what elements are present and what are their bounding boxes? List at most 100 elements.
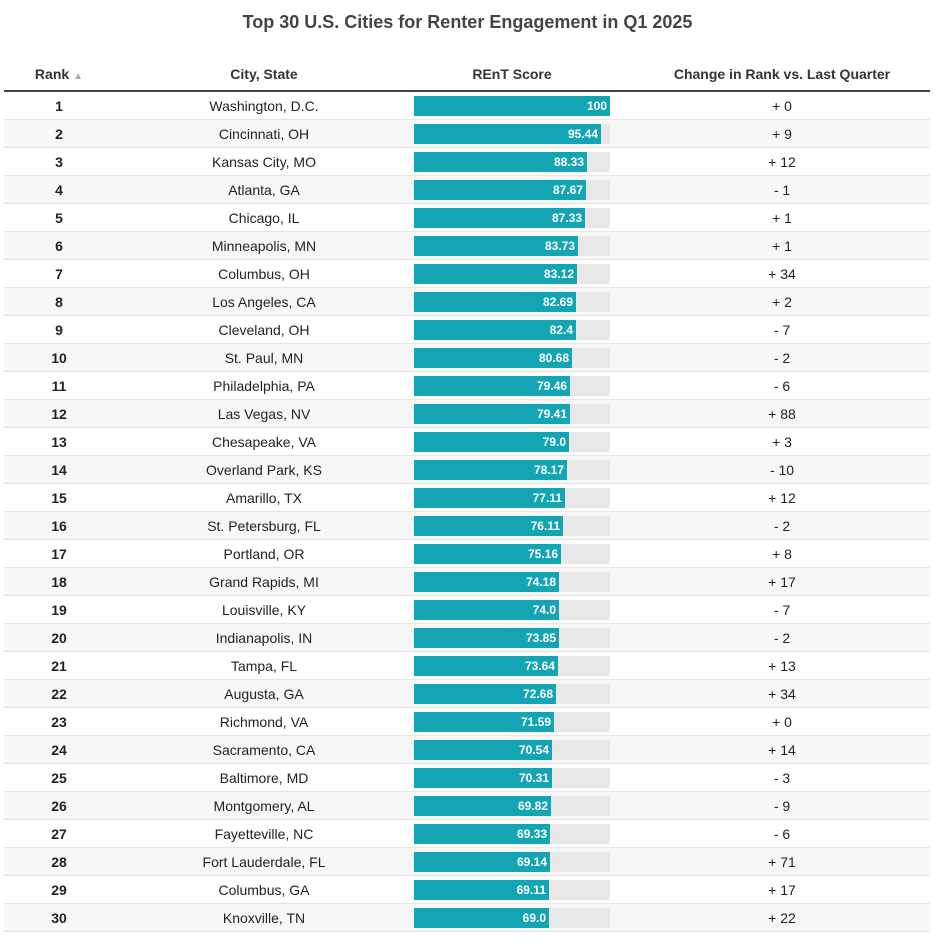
table-row: 2 Cincinnati, OH 95.44 + 9 [4,120,930,148]
header-rank[interactable]: Rank ▲ [4,66,114,82]
header-score[interactable]: REnT Score [472,66,552,82]
rank-change-cell: - 1 [773,182,791,198]
rank-change-cell: + 22 [768,910,796,926]
score-label: 87.33 [551,211,582,225]
score-bar: 75.16 [414,544,561,564]
city-cell: Atlanta, GA [228,182,300,198]
score-label: 80.68 [538,351,569,365]
score-label: 100 [586,99,607,113]
city-cell: Los Angeles, CA [212,294,316,310]
score-bar-track: 74.18 [414,572,610,592]
city-cell: Cleveland, OH [218,322,310,338]
city-cell: Columbus, OH [218,266,310,282]
city-cell: Indianapolis, IN [215,630,313,646]
table-row: 25 Baltimore, MD 70.31 - 3 [4,764,930,792]
rank-cell: 22 [51,686,67,702]
score-bar: 72.68 [414,684,556,704]
score-bar-track: 69.11 [414,880,610,900]
table-row: 12 Las Vegas, NV 79.41 + 88 [4,400,930,428]
header-city[interactable]: City, State [230,66,298,82]
score-bar-track: 87.67 [414,180,610,200]
score-label: 74.18 [525,575,556,589]
table-row: 23 Richmond, VA 71.59 + 0 [4,708,930,736]
table-row: 27 Fayetteville, NC 69.33 - 6 [4,820,930,848]
table-row: 4 Atlanta, GA 87.67 - 1 [4,176,930,204]
rank-cell: 16 [51,518,67,534]
score-bar: 87.33 [414,208,585,228]
score-bar-track: 76.11 [414,516,610,536]
score-label: 73.64 [524,659,555,673]
score-label: 69.14 [516,855,547,869]
score-bar: 74.0 [414,600,559,620]
rank-change-cell: + 13 [768,658,796,674]
rank-cell: 29 [51,882,67,898]
rank-change-cell: + 3 [772,434,792,450]
score-bar: 80.68 [414,348,572,368]
header-rank-label: Rank [34,66,70,82]
table-row: 21 Tampa, FL 73.64 + 13 [4,652,930,680]
score-bar: 70.31 [414,768,552,788]
score-bar: 74.18 [414,572,559,592]
rank-change-cell: + 71 [768,854,796,870]
rank-change-cell: - 6 [773,378,791,394]
rank-change-cell: + 88 [768,406,796,422]
rank-cell: 17 [51,546,67,562]
city-cell: Portland, OR [223,546,305,562]
score-bar: 83.73 [414,236,578,256]
rank-cell: 13 [51,434,67,450]
rank-change-cell: + 17 [768,574,796,590]
table-row: 18 Grand Rapids, MI 74.18 + 17 [4,568,930,596]
score-bar-track: 69.0 [414,908,610,928]
score-bar: 69.11 [414,880,549,900]
rank-change-cell: - 3 [773,770,791,786]
score-label: 69.33 [516,827,547,841]
city-cell: Tampa, FL [230,658,298,674]
score-label: 78.17 [533,463,564,477]
rank-change-cell: + 8 [772,546,792,562]
rank-cell: 18 [51,574,67,590]
rank-cell: 14 [51,462,67,478]
rank-change-cell: - 2 [773,350,791,366]
rank-change-cell: - 10 [769,462,795,478]
table-row: 9 Cleveland, OH 82.4 - 7 [4,316,930,344]
header-change[interactable]: Change in Rank vs. Last Quarter [673,66,891,82]
rank-cell: 12 [51,406,67,422]
city-cell: Chesapeake, VA [211,434,317,450]
rank-cell: 3 [55,154,63,170]
score-label: 83.12 [543,267,574,281]
score-bar-track: 69.33 [414,824,610,844]
score-label: 75.16 [527,547,558,561]
city-cell: St. Petersburg, FL [207,518,321,534]
score-bar-track: 79.41 [414,404,610,424]
rank-cell: 23 [51,714,67,730]
city-cell: Knoxville, TN [222,910,306,926]
city-cell: Kansas City, MO [212,154,316,170]
rank-change-cell: - 6 [773,826,791,842]
score-bar: 87.67 [414,180,586,200]
rank-change-cell: + 2 [772,294,792,310]
rank-cell: 10 [51,350,67,366]
score-label: 70.31 [518,771,549,785]
rank-cell: 24 [51,742,67,758]
score-label: 71.59 [520,715,551,729]
city-cell: Fort Lauderdale, FL [202,854,326,870]
score-bar: 95.44 [414,124,601,144]
score-bar: 71.59 [414,712,554,732]
table-row: 3 Kansas City, MO 88.33 + 12 [4,148,930,176]
rank-cell: 28 [51,854,67,870]
table-row: 19 Louisville, KY 74.0 - 7 [4,596,930,624]
score-label: 82.4 [549,323,573,337]
rank-change-cell: + 1 [772,210,792,226]
score-bar: 83.12 [414,264,577,284]
score-bar-track: 70.31 [414,768,610,788]
rank-cell: 19 [51,602,67,618]
score-bar-track: 80.68 [414,348,610,368]
score-bar: 78.17 [414,460,567,480]
table-row: 5 Chicago, IL 87.33 + 1 [4,204,930,232]
city-cell: Overland Park, KS [206,462,322,478]
rank-cell: 15 [51,490,67,506]
score-bar-track: 74.0 [414,600,610,620]
city-cell: Las Vegas, NV [217,406,311,422]
table-body: 1 Washington, D.C. 100 + 0 2 Cincinnati, OH 95… [4,92,930,932]
rank-cell: 1 [55,98,63,114]
